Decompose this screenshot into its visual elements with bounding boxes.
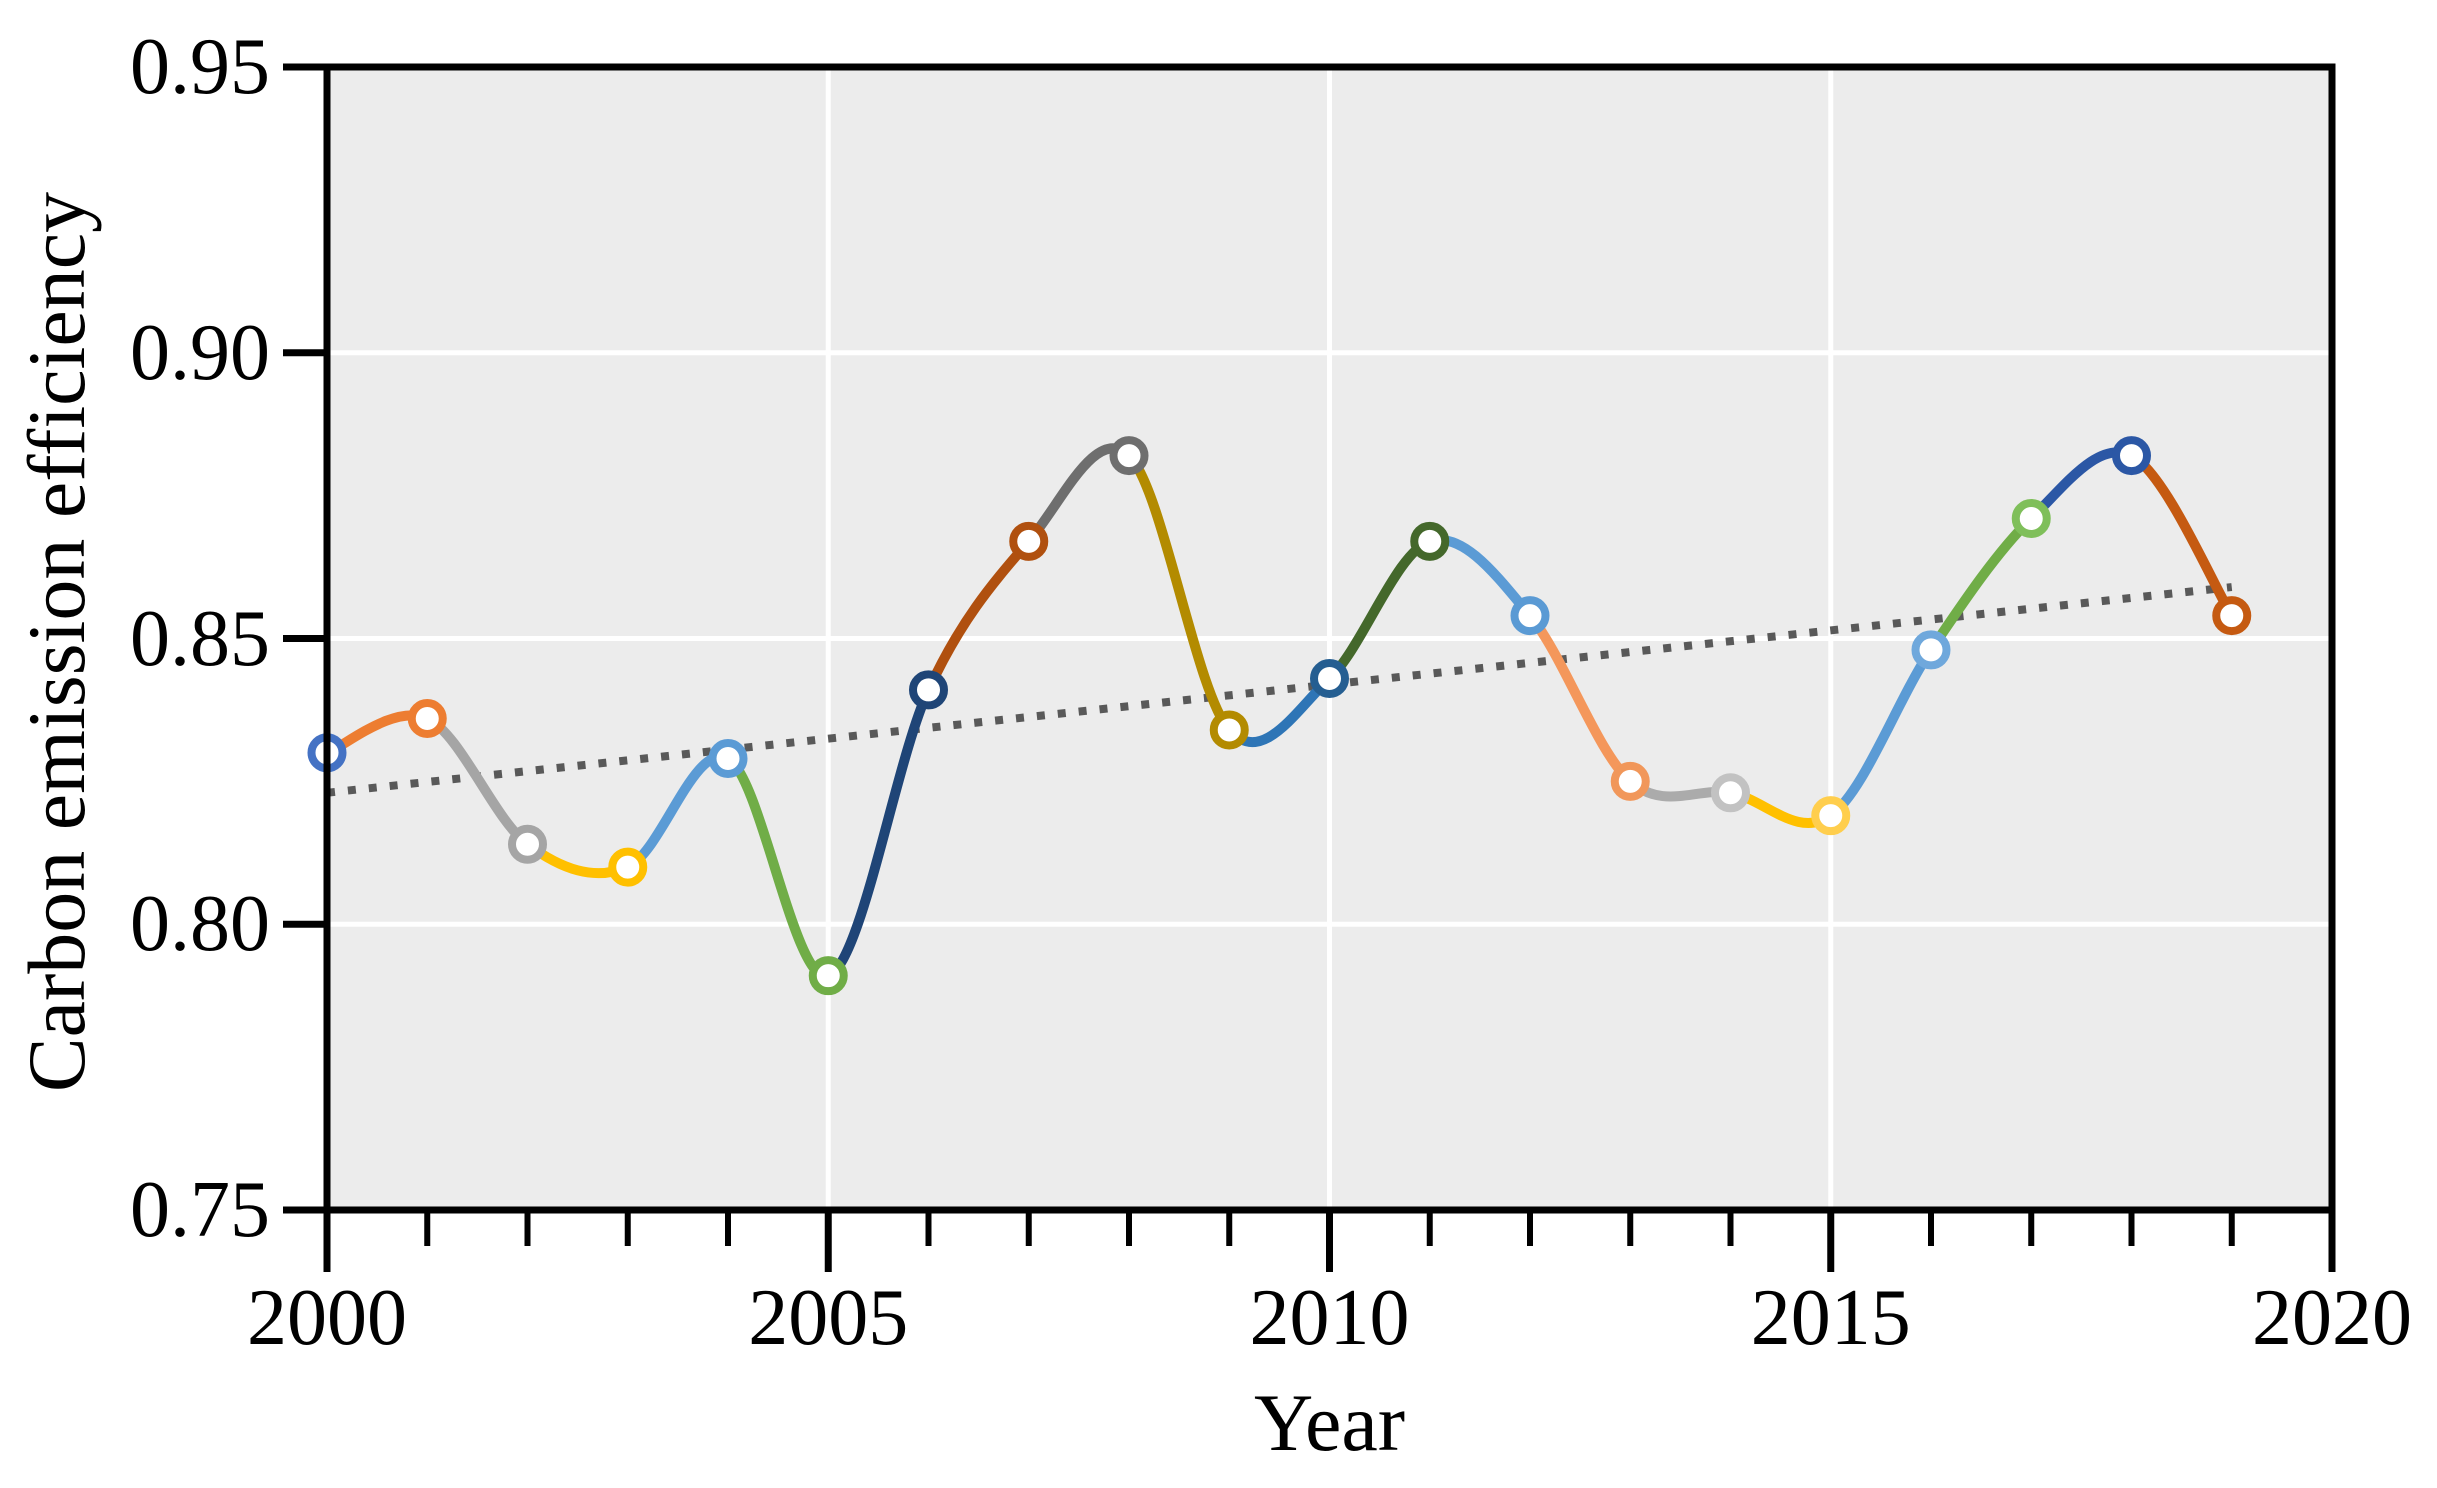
data-point-2014 xyxy=(1711,773,1750,813)
data-point-2003 xyxy=(608,847,648,887)
y-axis-title: Carbon emission efficiency xyxy=(11,191,102,1092)
data-point-2007 xyxy=(1009,521,1049,561)
data-point-2005 xyxy=(808,956,848,996)
line-segment-2008-2009 xyxy=(1124,450,1235,735)
y-tick-label-0.95: 0.95 xyxy=(130,23,270,111)
x-tick-label-2015: 2015 xyxy=(1750,1274,1911,1362)
data-point-2008 xyxy=(1109,436,1149,476)
x-tick-label-2010: 2010 xyxy=(1249,1274,1410,1362)
data-point-2010 xyxy=(1310,659,1349,699)
data-point-2001 xyxy=(407,699,447,739)
data-point-2009 xyxy=(1209,710,1249,750)
data-point-2015 xyxy=(1811,796,1851,836)
x-tick-label-2005: 2005 xyxy=(748,1274,909,1362)
data-point-2011 xyxy=(1410,521,1450,561)
y-tick-label-0.80: 0.80 xyxy=(130,880,270,969)
y-tick-label-0.90: 0.90 xyxy=(130,308,270,397)
data-point-2017 xyxy=(2011,498,2051,538)
trend-line xyxy=(326,583,2233,797)
data-point-2006 xyxy=(909,670,948,710)
data-point-2002 xyxy=(508,824,547,864)
data-point-2019 xyxy=(2212,596,2252,636)
x-tick-label-2000: 2000 xyxy=(247,1274,407,1362)
data-point-2004 xyxy=(708,739,748,779)
data-point-2013 xyxy=(1610,761,1650,801)
y-tick-label-0.85: 0.85 xyxy=(130,594,270,683)
data-point-2012 xyxy=(1510,596,1550,636)
data-point-2018 xyxy=(2112,436,2151,476)
y-tick-label-0.75: 0.75 xyxy=(130,1166,270,1254)
x-axis-title: Year xyxy=(1253,1377,1406,1468)
data-point-2016 xyxy=(1911,630,1951,670)
x-tick-label-2020: 2020 xyxy=(2252,1274,2412,1362)
